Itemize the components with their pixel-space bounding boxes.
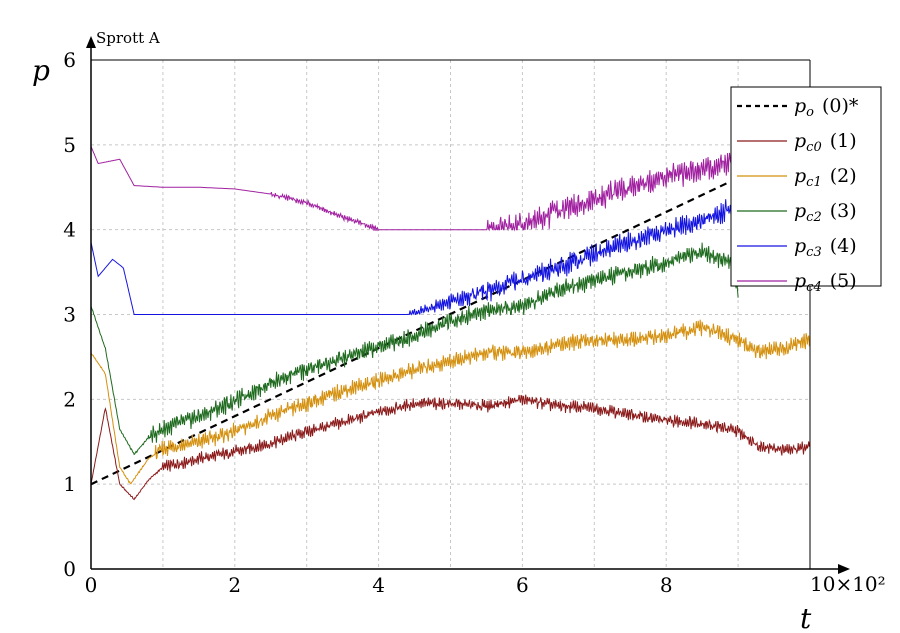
legend-subscript: c1 xyxy=(806,175,822,190)
x-axis-label: t xyxy=(800,602,812,633)
series-line-4 xyxy=(90,199,732,316)
x-axis-multiplier: 10×10² xyxy=(810,572,886,596)
legend-box xyxy=(730,86,882,287)
legend-entry-2: pc1 (2) xyxy=(794,165,857,190)
y-tick-label: 3 xyxy=(63,303,76,327)
legend-label: (2) xyxy=(830,165,857,187)
y-tick-label: 1 xyxy=(63,472,76,496)
y-tick-label: 5 xyxy=(63,133,76,157)
legend: po (0)*pc0 (1)pc1 (2)pc2 (3)pc3 (4)pc4 (5) xyxy=(730,86,882,295)
x-tick-label: 2 xyxy=(228,573,241,597)
series-line-5 xyxy=(90,146,732,232)
x-tick-label: 6 xyxy=(516,573,529,597)
legend-label: (4) xyxy=(830,235,857,257)
tick-labels: 0 2 4 6 8 0 1 2 3 4 5 6 xyxy=(63,48,672,597)
legend-symbol: p xyxy=(794,130,806,152)
axes xyxy=(86,36,850,574)
y-tick-label: 2 xyxy=(63,387,76,411)
series-line-1 xyxy=(90,394,811,501)
legend-subscript: c2 xyxy=(806,210,822,225)
series-line-3 xyxy=(90,242,739,456)
legend-label: (0)* xyxy=(822,95,859,117)
legend-symbol: p xyxy=(794,270,806,292)
legend-subscript: c3 xyxy=(806,245,822,260)
x-axis-arrow xyxy=(838,564,850,574)
legend-entry-3: pc2 (3) xyxy=(794,200,857,225)
legend-subscript: c4 xyxy=(806,280,822,295)
legend-symbol: p xyxy=(794,235,806,257)
chart-title: Sprott A xyxy=(96,29,160,47)
legend-label: (3) xyxy=(830,200,857,222)
legend-label: (1) xyxy=(830,130,857,152)
y-tick-label: 4 xyxy=(63,218,76,242)
y-tick-label: 6 xyxy=(63,48,76,72)
y-axis-arrow xyxy=(86,36,96,48)
legend-entry-5: pc4 (5) xyxy=(794,270,857,295)
series-line-2 xyxy=(90,319,811,485)
x-tick-label: 8 xyxy=(660,573,673,597)
legend-symbol: p xyxy=(794,200,806,222)
legend-label: (5) xyxy=(830,270,857,292)
legend-entry-4: pc3 (4) xyxy=(794,235,857,260)
legend-subscript: c0 xyxy=(806,140,822,155)
y-tick-label: 0 xyxy=(63,557,76,581)
legend-entry-1: pc0 (1) xyxy=(794,130,857,155)
series-layer xyxy=(90,146,811,501)
y-axis-label: p xyxy=(32,54,50,87)
x-tick-label: 4 xyxy=(372,573,385,597)
legend-subscript: o xyxy=(806,105,814,120)
legend-symbol: p xyxy=(794,95,806,117)
x-tick-label: 0 xyxy=(85,573,98,597)
series-line-0 xyxy=(90,173,746,486)
legend-entry-0: po (0)* xyxy=(794,95,859,120)
legend-symbol: p xyxy=(794,165,806,187)
